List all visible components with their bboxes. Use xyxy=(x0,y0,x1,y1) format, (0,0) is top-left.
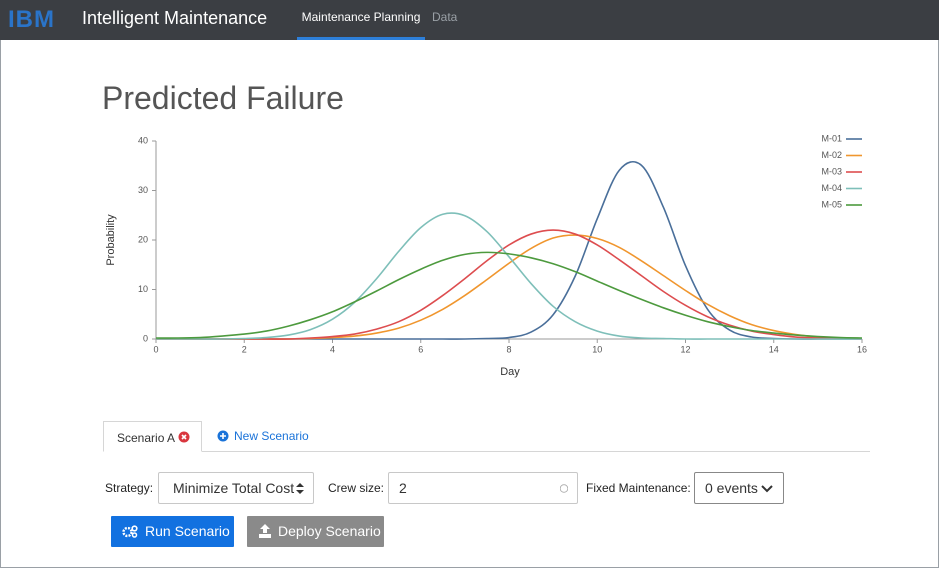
tab-divider xyxy=(103,451,870,452)
legend-label: M-02 xyxy=(821,150,842,160)
run-button[interactable]: Run Scenario xyxy=(111,516,234,547)
legend-label: M-01 xyxy=(821,133,842,143)
y-tick-label: 30 xyxy=(138,185,148,195)
chevron xyxy=(761,485,773,493)
button-label: Deploy Scenario xyxy=(278,523,381,539)
app-name: Intelligent Maintenance xyxy=(82,8,268,28)
crew-label: Crew size: xyxy=(328,481,385,495)
upload-icon xyxy=(259,524,271,538)
x-tick-label: 4 xyxy=(330,344,335,354)
page-title: Predicted Failure xyxy=(102,80,344,116)
select-arrows xyxy=(296,483,304,494)
legend-label: M-03 xyxy=(821,166,842,176)
line xyxy=(155,251,863,339)
plus-icon xyxy=(217,430,229,442)
nav-link[interactable]: Maintenance Planning xyxy=(297,0,425,40)
strategy-select[interactable]: Minimize Total Cost xyxy=(158,472,314,504)
line xyxy=(156,212,862,340)
tab[interactable]: New Scenario xyxy=(217,429,309,443)
x-tick-label: 6 xyxy=(418,344,423,354)
chart: Day Probability 0 2 4 6 8 10 12 14 16 0 10 20 30 40 M-… xyxy=(105,133,867,378)
legend-label: M-04 xyxy=(821,183,842,193)
fixed-dropdown[interactable]: 0 events xyxy=(694,472,784,504)
tab[interactable]: Scenario A xyxy=(103,421,202,452)
legend-label: M-05 xyxy=(821,199,842,209)
x-tick-label: 2 xyxy=(242,344,247,354)
gear-icon xyxy=(122,525,138,538)
x-tick-label: 14 xyxy=(769,344,779,354)
y-tick-label: 0 xyxy=(143,333,148,343)
fixed-label: Fixed Maintenance: xyxy=(586,481,691,495)
nav-link[interactable]: Data xyxy=(432,10,458,24)
x-tick-label: 8 xyxy=(506,344,511,354)
x-tick-label: 12 xyxy=(680,344,690,354)
deploy-button[interactable]: Deploy Scenario xyxy=(247,516,384,547)
x-tick-label: 0 xyxy=(153,344,158,354)
spinner xyxy=(560,484,568,493)
dropdown-value: 0 events xyxy=(705,480,758,496)
input-value: 2 xyxy=(399,480,407,496)
logo[interactable]: IBM xyxy=(8,6,55,33)
tab-label: Scenario A xyxy=(117,431,176,445)
x-tick-label: 16 xyxy=(857,344,867,354)
line xyxy=(156,229,863,340)
y-tick-label: 10 xyxy=(138,284,148,294)
x-axis-label: Day xyxy=(500,366,520,378)
line xyxy=(156,234,863,340)
tab-label: New Scenario xyxy=(234,429,309,443)
y-axis-label: Probability xyxy=(105,214,117,266)
button-label: Run Scenario xyxy=(145,523,230,539)
x-tick-label: 10 xyxy=(592,344,602,354)
header: IBM Intelligent Maintenance Maintenance … xyxy=(0,0,939,40)
y-tick-label: 40 xyxy=(138,135,148,145)
strategy-label: Strategy: xyxy=(105,481,154,495)
line xyxy=(156,160,862,340)
y-tick-label: 20 xyxy=(138,234,148,244)
crew-input[interactable]: 2 xyxy=(388,472,578,504)
select-value: Minimize Total Cost xyxy=(173,480,295,496)
close-icon[interactable] xyxy=(178,431,190,443)
